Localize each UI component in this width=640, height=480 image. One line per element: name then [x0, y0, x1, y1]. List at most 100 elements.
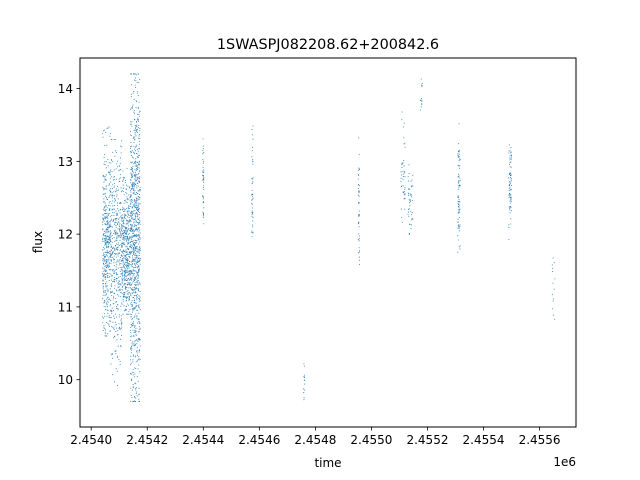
- data-point: [108, 202, 110, 204]
- data-point: [113, 169, 115, 171]
- x-tick-label: 2.4540: [70, 433, 112, 447]
- data-point: [109, 303, 112, 306]
- data-point: [137, 272, 139, 274]
- data-point: [134, 292, 136, 294]
- data-point: [139, 298, 141, 300]
- data-point: [138, 205, 140, 207]
- data-point: [132, 218, 134, 220]
- data-point: [106, 246, 108, 248]
- data-point: [121, 236, 123, 238]
- data-point: [106, 207, 108, 209]
- data-point: [102, 234, 104, 236]
- data-point: [420, 106, 422, 108]
- data-point: [107, 243, 109, 245]
- data-point: [103, 292, 105, 294]
- data-point: [252, 160, 254, 162]
- data-point: [133, 302, 136, 304]
- data-point: [132, 272, 134, 275]
- data-point: [125, 269, 127, 271]
- data-point: [106, 227, 108, 229]
- data-point: [127, 199, 129, 201]
- data-point: [116, 260, 118, 263]
- data-point: [106, 237, 108, 239]
- data-point: [116, 237, 118, 239]
- data-point: [134, 210, 136, 212]
- data-point: [103, 327, 105, 329]
- data-point: [135, 193, 137, 195]
- data-point: [131, 240, 133, 242]
- data-point: [137, 118, 139, 120]
- data-point: [119, 328, 121, 330]
- data-point: [135, 127, 137, 129]
- data-point: [121, 225, 123, 227]
- data-point: [133, 261, 135, 263]
- data-point: [136, 280, 138, 282]
- data-point: [137, 260, 139, 262]
- data-point: [129, 284, 131, 286]
- data-point: [127, 239, 129, 241]
- data-point: [127, 289, 129, 291]
- data-point: [111, 290, 113, 292]
- data-point: [132, 280, 134, 282]
- data-point: [108, 261, 110, 264]
- data-point: [112, 298, 114, 300]
- data-point: [132, 240, 134, 242]
- data-point: [118, 276, 120, 278]
- data-point: [136, 259, 138, 261]
- data-point: [135, 219, 137, 222]
- data-point: [359, 168, 361, 170]
- data-point: [125, 254, 127, 256]
- data-point: [124, 279, 126, 282]
- data-point: [134, 219, 136, 221]
- data-point: [120, 215, 122, 217]
- data-point: [105, 276, 107, 278]
- data-point: [106, 315, 108, 317]
- data-point: [111, 195, 113, 197]
- data-point: [508, 177, 510, 179]
- data-point: [510, 198, 512, 200]
- data-point: [138, 338, 141, 340]
- data-point: [137, 173, 139, 175]
- data-point: [103, 254, 105, 256]
- data-point: [135, 257, 137, 259]
- data-point: [139, 217, 141, 219]
- data-point: [123, 305, 125, 307]
- data-point: [138, 207, 141, 209]
- data-point: [129, 246, 131, 248]
- data-point: [120, 318, 123, 320]
- data-point: [105, 241, 108, 243]
- data-point: [358, 191, 360, 193]
- data-point: [122, 184, 124, 186]
- data-point: [124, 275, 126, 277]
- data-point: [104, 179, 106, 181]
- data-point: [128, 292, 130, 294]
- data-point: [109, 200, 111, 202]
- data-point: [128, 236, 131, 238]
- data-point: [122, 210, 125, 213]
- data-point: [119, 209, 121, 211]
- data-point: [133, 372, 135, 374]
- data-point: [131, 248, 133, 250]
- data-point: [109, 225, 111, 227]
- data-point: [102, 322, 104, 324]
- data-point: [131, 305, 134, 307]
- data-point: [134, 129, 136, 131]
- data-point: [509, 200, 511, 202]
- data-point: [421, 103, 423, 106]
- data-point: [139, 223, 141, 225]
- data-point: [359, 202, 361, 204]
- data-point: [115, 247, 117, 249]
- data-point: [508, 190, 510, 192]
- data-point: [112, 281, 114, 283]
- data-point: [138, 163, 140, 165]
- data-point: [510, 158, 512, 160]
- data-point: [508, 188, 510, 190]
- data-point: [138, 306, 140, 308]
- data-point: [137, 117, 139, 119]
- data-point: [411, 199, 413, 202]
- data-point: [109, 205, 111, 207]
- data-point: [119, 237, 121, 239]
- data-point: [134, 248, 136, 250]
- data-point: [138, 281, 140, 284]
- data-point: [139, 299, 141, 301]
